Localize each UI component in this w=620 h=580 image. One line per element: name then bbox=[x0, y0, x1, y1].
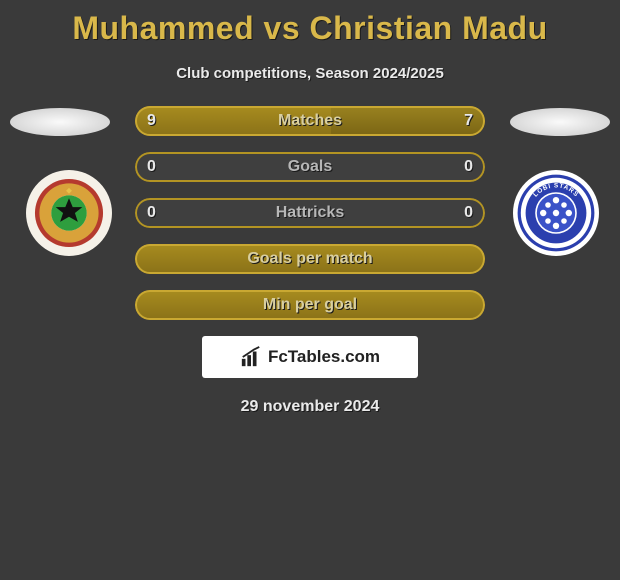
bar-label: Min per goal bbox=[135, 296, 485, 314]
bar-value-left: 0 bbox=[147, 204, 156, 222]
bar-value-right: 0 bbox=[464, 158, 473, 176]
date-text: 29 november 2024 bbox=[0, 398, 620, 416]
club-badge-left bbox=[26, 170, 112, 256]
stat-bar: Goals per match bbox=[135, 244, 485, 274]
brand-text: FcTables.com bbox=[268, 347, 380, 367]
brand-box: FcTables.com bbox=[202, 336, 418, 378]
player-left-oval bbox=[10, 108, 110, 136]
stat-bar: Goals0 0 bbox=[135, 152, 485, 182]
bar-label: Matches bbox=[135, 112, 485, 130]
fctables-logo-icon bbox=[240, 346, 262, 368]
bar-value-left: 0 bbox=[147, 158, 156, 176]
club-badge-right: LOBI STARS bbox=[513, 170, 599, 256]
stat-bar: Matches9 7 bbox=[135, 106, 485, 136]
bar-label: Goals per match bbox=[135, 250, 485, 268]
stat-bars: Matches97Goals00Hattricks00Goals per mat… bbox=[135, 106, 485, 320]
comparison-panel: LOBI STARS Matches97Goals00Hattricks00Go… bbox=[0, 106, 620, 416]
bar-label: Goals bbox=[135, 158, 485, 176]
player-right-oval bbox=[510, 108, 610, 136]
stat-bar: Hattricks0 0 bbox=[135, 198, 485, 228]
bar-value-right: 7 bbox=[464, 112, 473, 130]
page-title: Muhammed vs Christian Madu bbox=[0, 0, 620, 47]
stat-bar: Min per goal bbox=[135, 290, 485, 320]
kwara-crest-icon bbox=[32, 176, 106, 250]
bar-value-right: 0 bbox=[464, 204, 473, 222]
bar-label: Hattricks bbox=[135, 204, 485, 222]
bar-value-left: 9 bbox=[147, 112, 156, 130]
subtitle: Club competitions, Season 2024/2025 bbox=[0, 65, 620, 82]
lobi-crest-icon: LOBI STARS bbox=[516, 173, 596, 253]
